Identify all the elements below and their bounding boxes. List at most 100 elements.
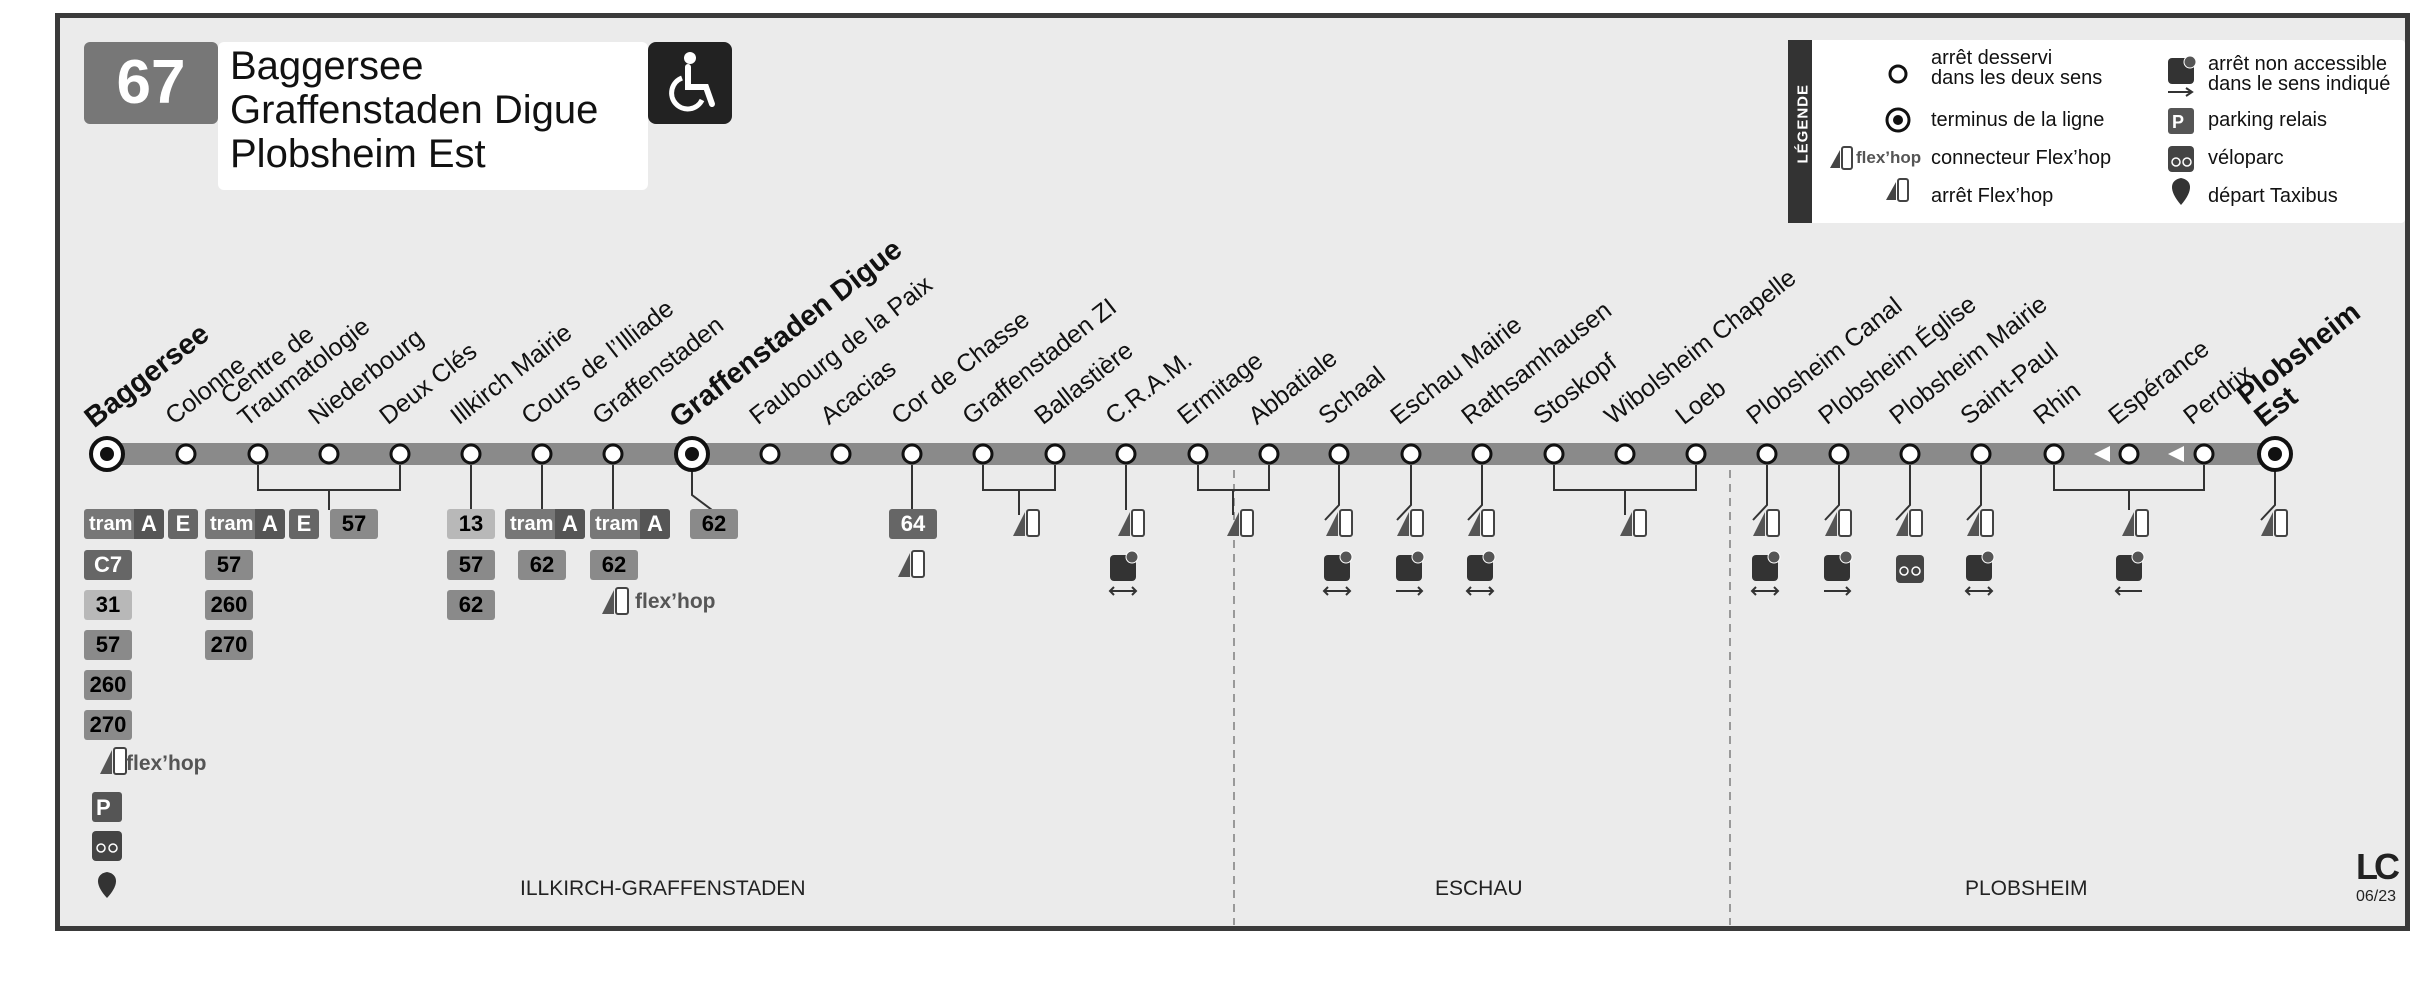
line-chip: 31 <box>84 590 132 620</box>
not-accessible-icon <box>1108 550 1139 596</box>
flexhop-stop-icon <box>2261 509 2288 537</box>
not-accessible-icon <box>1396 550 1425 596</box>
flexhop-stop-icon <box>1468 509 1495 537</box>
stop-marker <box>1685 443 1707 465</box>
stop-marker <box>2118 443 2140 465</box>
legend: LÉGENDE P arrêt desservi dans les deux se… <box>1788 40 2405 223</box>
legend-text-flexhop-connector: connecteur Flex’hop <box>1931 147 2112 169</box>
flexhop-stop-icon <box>1397 509 1424 537</box>
line-number-badge: 67 <box>84 42 218 124</box>
taxibus-icon <box>97 872 117 898</box>
lc-logo: LC <box>2356 846 2400 887</box>
legend-tab: LÉGENDE <box>1788 40 1812 223</box>
stop-marker <box>318 443 340 465</box>
legend-flexhop-prefix: flex’hop <box>1856 148 1922 167</box>
line-chip: 64 <box>889 509 937 539</box>
stop-marker <box>1400 443 1422 465</box>
stop-marker <box>1044 443 1066 465</box>
stop-marker <box>247 443 269 465</box>
line-chip: 57 <box>84 630 132 660</box>
line-chip: E <box>289 509 319 539</box>
not-accessible-icon <box>1465 550 1496 596</box>
park-and-ride-icon: P <box>92 792 122 822</box>
stop-marker <box>1258 443 1280 465</box>
stop-marker <box>1328 443 1350 465</box>
line-chip: 57 <box>205 550 253 580</box>
legend-text-park-ride: parking relais <box>2208 109 2327 131</box>
line-chip: 57 <box>447 550 495 580</box>
stop-marker <box>602 443 624 465</box>
destinations-box: Baggersee Graffenstaden Digue Plobsheim … <box>218 42 648 190</box>
direction-arrow-icon <box>2094 446 2184 462</box>
legend-text-served-both: arrêt desservi dans les deux sens <box>1931 47 2103 89</box>
terminus-stop-marker <box>674 436 710 472</box>
line-chip: 62 <box>590 550 638 580</box>
flexhop-stop-icon <box>1227 509 1254 537</box>
destination-3: Plobsheim Est <box>230 132 486 176</box>
line-chip: 270 <box>84 710 132 740</box>
stop-marker <box>389 443 411 465</box>
line-chip: 62 <box>447 590 495 620</box>
footer-date: 06/23 <box>2356 888 2397 905</box>
svg-text:P: P <box>2172 112 2184 132</box>
stop-marker <box>830 443 852 465</box>
stop-marker <box>1899 443 1921 465</box>
stop-marker <box>1115 443 1137 465</box>
stop-marker <box>759 443 781 465</box>
not-accessible-icon <box>1750 550 1781 596</box>
stop-marker <box>1614 443 1636 465</box>
stop-marker <box>1970 443 1992 465</box>
flexhop-stop-icon <box>1013 509 1040 537</box>
commune-eschau: ESCHAU <box>1435 877 1523 900</box>
stop-marker <box>460 443 482 465</box>
destination-1: Baggersee <box>230 44 424 88</box>
not-accessible-icon <box>1824 550 1853 596</box>
legend-text-terminus: terminus de la ligne <box>1931 109 2105 131</box>
line-chip: 57 <box>330 509 378 539</box>
flexhop-stop-icon <box>1753 509 1780 537</box>
flexhop-stop-icon <box>1967 509 1994 537</box>
terminus-stop-marker <box>89 436 125 472</box>
stop-marker <box>1187 443 1209 465</box>
stop-marker <box>2193 443 2215 465</box>
wheelchair-icon <box>648 42 732 124</box>
flexhop-stop-icon <box>1118 509 1145 537</box>
not-accessible-icon <box>2114 550 2145 596</box>
tram-a-chip: tram A <box>84 509 164 539</box>
flexhop-label: flex’hop <box>635 590 716 613</box>
flexhop-stop-icon <box>1620 509 1647 537</box>
flexhop-stop-icon <box>2122 509 2149 537</box>
commune-illkirch: ILLKIRCH-GRAFFENSTADEN <box>520 877 806 900</box>
stop-marker <box>2043 443 2065 465</box>
line-chip: 13 <box>447 509 495 539</box>
flexhop-stop-icon <box>1896 509 1923 537</box>
line-chip: E <box>168 509 198 539</box>
stop-marker <box>1543 443 1565 465</box>
stop-marker <box>175 443 197 465</box>
stop-marker <box>901 443 923 465</box>
tram-a-chip: tram A <box>205 509 285 539</box>
terminus-stop-marker <box>2257 436 2293 472</box>
flexhop-stop-icon <box>1326 509 1353 537</box>
flexhop-stop-icon <box>1825 509 1852 537</box>
destination-2: Graffenstaden Digue <box>230 88 599 132</box>
stop-marker <box>1828 443 1850 465</box>
flexhop-label: flex’hop <box>126 752 207 775</box>
flexhop-stop-icon <box>898 550 925 578</box>
line-chip: 260 <box>205 590 253 620</box>
line-chip: 270 <box>205 630 253 660</box>
not-accessible-icon <box>1964 550 1995 596</box>
tram-a-chip: tram A <box>505 509 585 539</box>
svg-text:P: P <box>96 795 111 820</box>
commune-plobsheim: PLOBSHEIM <box>1965 877 2088 900</box>
line-chip: 62 <box>690 509 738 539</box>
line-chip: 260 <box>84 670 132 700</box>
stop-marker <box>1756 443 1778 465</box>
line-chip: 62 <box>518 550 566 580</box>
stop-marker <box>1471 443 1493 465</box>
flexhop-stop-icon <box>602 587 629 615</box>
legend-text-flexhop-stop: arrêt Flex’hop <box>1931 185 2054 207</box>
tram-a-chip: tram A <box>590 509 670 539</box>
stop-marker <box>972 443 994 465</box>
